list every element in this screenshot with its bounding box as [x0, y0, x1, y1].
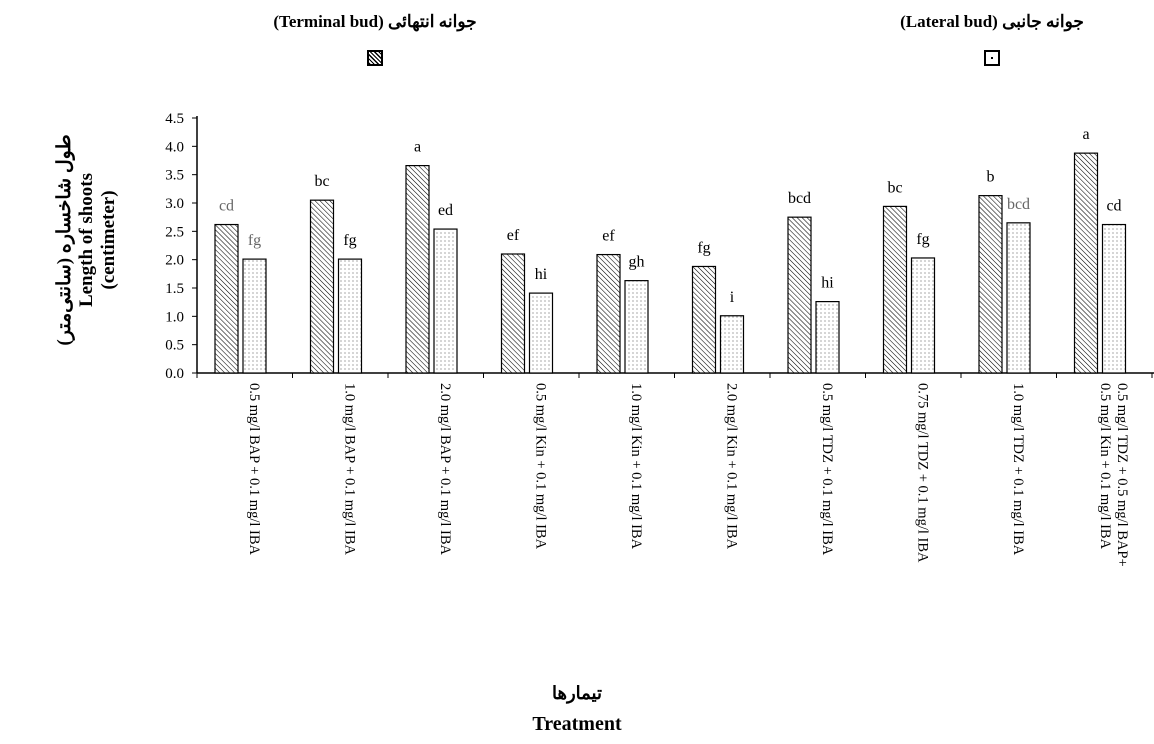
legend-lateral-label: جوانه جانبی (Lateral bud): [900, 12, 1084, 31]
bar-letter-label: ef: [507, 227, 520, 244]
x-tick-label: 1.0 mg/l BAP + 0.1 mg/l IBA: [341, 383, 357, 556]
x-tick-label: 2.0 mg/l Kin + 0.1 mg/l IBA: [723, 383, 739, 550]
bar-letter-label: hi: [535, 266, 548, 283]
y-tick-label: 0.5: [165, 338, 184, 354]
bar-terminal: [500, 253, 526, 374]
x-tick-label: 1.0 mg/l TDZ + 0.1 mg/l IBA: [1010, 383, 1026, 556]
bar-letter-label: fg: [343, 232, 356, 249]
bar-terminal: [1073, 152, 1099, 374]
legend-lateral-dot: [991, 57, 993, 59]
bar-letter-label: bcd: [1007, 196, 1030, 213]
bar-lateral: [433, 228, 458, 374]
bar-letter-label: a: [414, 139, 421, 156]
bar-lateral: [528, 292, 554, 374]
bar-letter-label: cd: [219, 198, 234, 215]
bar-letter-label: fg: [697, 239, 710, 256]
bar-letter-label: bc: [314, 173, 329, 190]
legend-terminal-label: جوانه انتهائی (Terminal bud): [273, 12, 477, 31]
bar-letter-label: gh: [629, 254, 645, 271]
bar-lateral: [910, 257, 936, 374]
bar-terminal: [787, 216, 812, 374]
y-tick-label: 3.5: [165, 168, 184, 184]
x-tick-label: 2.0 mg/l BAP + 0.1 mg/l IBA: [437, 383, 453, 556]
bar-terminal: [882, 205, 908, 374]
bar-lateral: [624, 280, 649, 374]
legend-terminal-swatch: [367, 50, 383, 66]
bar-lateral: [1006, 222, 1031, 374]
y-tick-label: 1.5: [165, 281, 184, 297]
bar-letter-label: cd: [1106, 198, 1121, 215]
bar-letter-label: bcd: [788, 190, 811, 207]
y-ticks: 0.0 0.5 1.0 1.5 2.0 2.5 3.0 3.5 4.0 4.5: [165, 111, 197, 382]
x-tick-labels: 0.5 mg/l BAP + 0.1 mg/l IBA 1.0 mg/l BAP …: [246, 383, 1130, 567]
x-tick-label: 0.5 mg/l BAP + 0.1 mg/l IBA: [246, 383, 262, 556]
x-tick-label: 0.5 mg/l TDZ + 0.5 mg/l BAP+: [1114, 383, 1130, 567]
bar-letter-label: a: [1082, 126, 1089, 143]
bar-letter-label: fg: [916, 231, 929, 248]
bar-terminal: [214, 223, 239, 374]
bar-letter-label: b: [987, 169, 995, 186]
x-tick-label: 0.75 mg/l TDZ + 0.1 mg/l IBA: [914, 383, 930, 563]
legend-terminal: جوانه انتهائی (Terminal bud): [230, 12, 520, 82]
y-axis-label-fa: طول شاخساره (سانتی‌متر): [54, 134, 75, 346]
bars: [214, 152, 1127, 374]
legend-lateral: جوانه جانبی (Lateral bud): [842, 12, 1142, 82]
bar-lateral: [242, 258, 267, 374]
y-axis-label: طول شاخساره (سانتی‌متر) Length of shoots…: [12, 110, 162, 370]
bar-terminal: [691, 265, 717, 374]
y-axis-label-en: Length of shoots: [76, 172, 97, 308]
x-tick-label: 0.5 mg/l Kin + 0.1 mg/l IBA: [532, 383, 548, 550]
bar-letter-label: ef: [602, 228, 615, 245]
y-axis-label-unit: (centimeter): [98, 190, 119, 290]
bar-letter-label: hi: [821, 275, 834, 292]
bar-letter-label: i: [730, 289, 735, 306]
bar-terminal: [405, 165, 430, 374]
x-axis-title-en: Treatment: [532, 713, 622, 735]
bar-lateral: [719, 315, 745, 374]
x-axis-title-fa: تیمارها: [551, 683, 602, 703]
y-tick-label: 2.0: [165, 253, 184, 269]
y-tick-label: 2.5: [165, 224, 184, 240]
legend-lateral-swatch: [984, 50, 1000, 66]
y-tick-label: 1.0: [165, 309, 184, 325]
x-tick-label: 1.0 mg/l Kin + 0.1 mg/l IBA: [628, 383, 644, 550]
y-tick-label: 4.5: [165, 111, 184, 127]
bar-lateral: [337, 258, 363, 374]
bar-letter-label: bc: [887, 179, 902, 196]
bar-lateral: [1101, 223, 1127, 374]
y-tick-label: 4.0: [165, 139, 184, 155]
y-tick-label: 0.0: [165, 366, 184, 382]
x-tick-label: 0.5 mg/l TDZ + 0.1 mg/l IBA: [819, 383, 835, 556]
bar-lateral: [815, 301, 840, 374]
x-tick-label: 0.5 mg/l Kin + 0.1 mg/l IBA: [1097, 383, 1113, 550]
bar-terminal: [596, 253, 621, 374]
significance-letters: cdbcaefeffgbcdbcbafgfgedhighihifgbcdcdj: [219, 126, 1122, 306]
bar-letter-label: fg: [248, 232, 261, 249]
bar-terminal: [309, 199, 335, 374]
bar-letter-label: ed: [438, 202, 453, 219]
y-tick-label: 3.0: [165, 196, 184, 212]
bar-terminal: [978, 195, 1003, 374]
